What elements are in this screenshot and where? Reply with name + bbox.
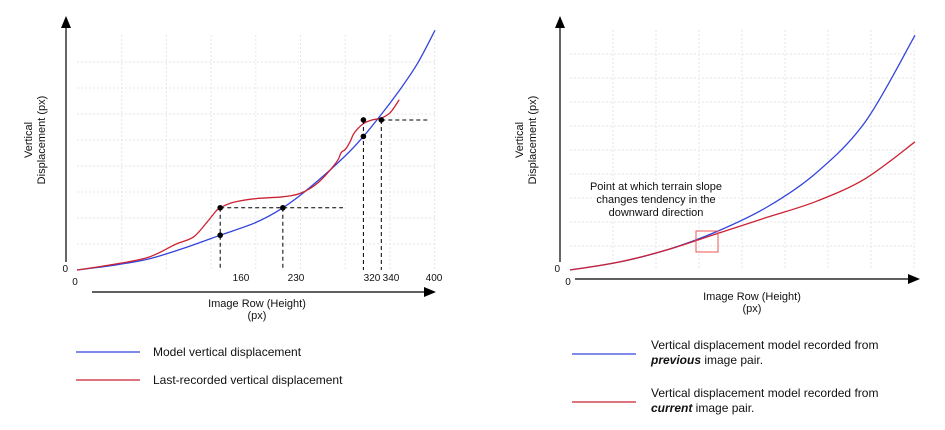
legend-label-segment: Vertical displacement model recorded fro… bbox=[651, 386, 878, 400]
annotation-text-line: changes tendency in the bbox=[596, 194, 715, 206]
y-tick-label: 0 bbox=[554, 264, 560, 275]
y-axis-label-line: Vertical bbox=[514, 122, 526, 158]
legend-label-segment: Vertical displacement model recorded fro… bbox=[651, 338, 878, 352]
series-line-1 bbox=[569, 141, 916, 271]
marker-point bbox=[217, 232, 223, 239]
legend-label-1-line-1: current image pair. bbox=[651, 401, 754, 415]
y-axis-label-line: Displacement (px) bbox=[527, 96, 539, 185]
y-axis-arrowhead bbox=[61, 16, 71, 28]
x-tick-label: 320 bbox=[364, 273, 381, 284]
x-axis-label-unit: (px) bbox=[743, 303, 762, 315]
x-tick-label: 400 bbox=[426, 273, 443, 284]
y-tick-label: 0 bbox=[62, 264, 68, 275]
x-tick-label: 340 bbox=[383, 273, 400, 284]
grid bbox=[570, 30, 915, 270]
legend-label-segment: previous bbox=[650, 353, 701, 367]
series-line-0 bbox=[76, 29, 436, 271]
legend-label-segment: image pair. bbox=[692, 401, 754, 415]
legend-label-1: Last-recorded vertical displacement bbox=[153, 373, 343, 387]
legend-label-0-line-1: previous image pair. bbox=[650, 353, 763, 367]
legend-label-1-line-0: Vertical displacement model recorded fro… bbox=[651, 386, 878, 400]
x-tick-label: 0 bbox=[565, 277, 571, 288]
marker-point bbox=[280, 204, 286, 211]
marker-point bbox=[360, 133, 367, 140]
series-line-1 bbox=[76, 99, 400, 271]
y-axis-label: VerticalDisplacement (px) bbox=[514, 96, 539, 185]
chart-left: VerticalDisplacement (px) 00 160 230 320 340 4… bbox=[23, 16, 443, 387]
x-axis-label-unit: (px) bbox=[248, 310, 267, 322]
x-tick-label: 160 bbox=[233, 273, 250, 284]
marker-point bbox=[360, 117, 367, 123]
legend-label-segment: image pair. bbox=[701, 353, 763, 367]
y-axis-label: VerticalDisplacement (px) bbox=[23, 96, 48, 185]
x-axis-label: Image Row (Height) bbox=[703, 291, 801, 303]
legend-label-segment: current bbox=[651, 401, 693, 415]
x-tick-label: 0 bbox=[72, 277, 78, 288]
annotation-text-line: downward direction bbox=[609, 207, 704, 219]
grid bbox=[77, 35, 436, 270]
x-axis-arrowhead bbox=[424, 287, 436, 297]
x-tick-label: 230 bbox=[288, 273, 305, 284]
y-axis-arrowhead bbox=[555, 16, 565, 28]
marker-point bbox=[217, 204, 223, 211]
chart-right: VerticalDisplacement (px) 00 Image Row (He… bbox=[514, 16, 920, 415]
legend-label-0-line-0: Vertical displacement model recorded fro… bbox=[651, 338, 878, 352]
marker-point bbox=[378, 117, 385, 123]
annotation-text-line: Point at which terrain slope bbox=[590, 181, 722, 193]
x-axis-label: Image Row (Height) bbox=[208, 298, 306, 310]
y-axis-label-line: Vertical bbox=[23, 122, 35, 158]
y-axis-label-line: Displacement (px) bbox=[36, 96, 48, 185]
annotation-box bbox=[695, 230, 719, 253]
legend-label-0: Model vertical displacement bbox=[153, 345, 302, 359]
x-axis-arrowhead bbox=[908, 274, 920, 284]
